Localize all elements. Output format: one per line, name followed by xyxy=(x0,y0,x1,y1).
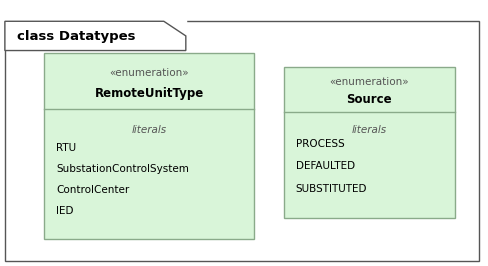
Text: literals: literals xyxy=(351,125,386,135)
Text: class Datatypes: class Datatypes xyxy=(17,30,135,43)
Text: literals: literals xyxy=(131,125,166,135)
Text: ControlCenter: ControlCenter xyxy=(56,185,129,195)
Text: IED: IED xyxy=(56,206,74,216)
Text: «enumeration»: «enumeration» xyxy=(109,68,188,78)
Text: RemoteUnitType: RemoteUnitType xyxy=(94,87,203,100)
Text: DEFAULTED: DEFAULTED xyxy=(295,161,354,172)
Text: SubstationControlSystem: SubstationControlSystem xyxy=(56,164,189,174)
Polygon shape xyxy=(5,21,185,51)
Text: Source: Source xyxy=(346,93,391,106)
Text: SUBSTITUTED: SUBSTITUTED xyxy=(295,184,366,194)
Bar xyxy=(44,53,254,239)
Text: «enumeration»: «enumeration» xyxy=(329,77,408,88)
Text: PROCESS: PROCESS xyxy=(295,139,344,149)
Text: RTU: RTU xyxy=(56,143,76,153)
Bar xyxy=(283,66,454,218)
